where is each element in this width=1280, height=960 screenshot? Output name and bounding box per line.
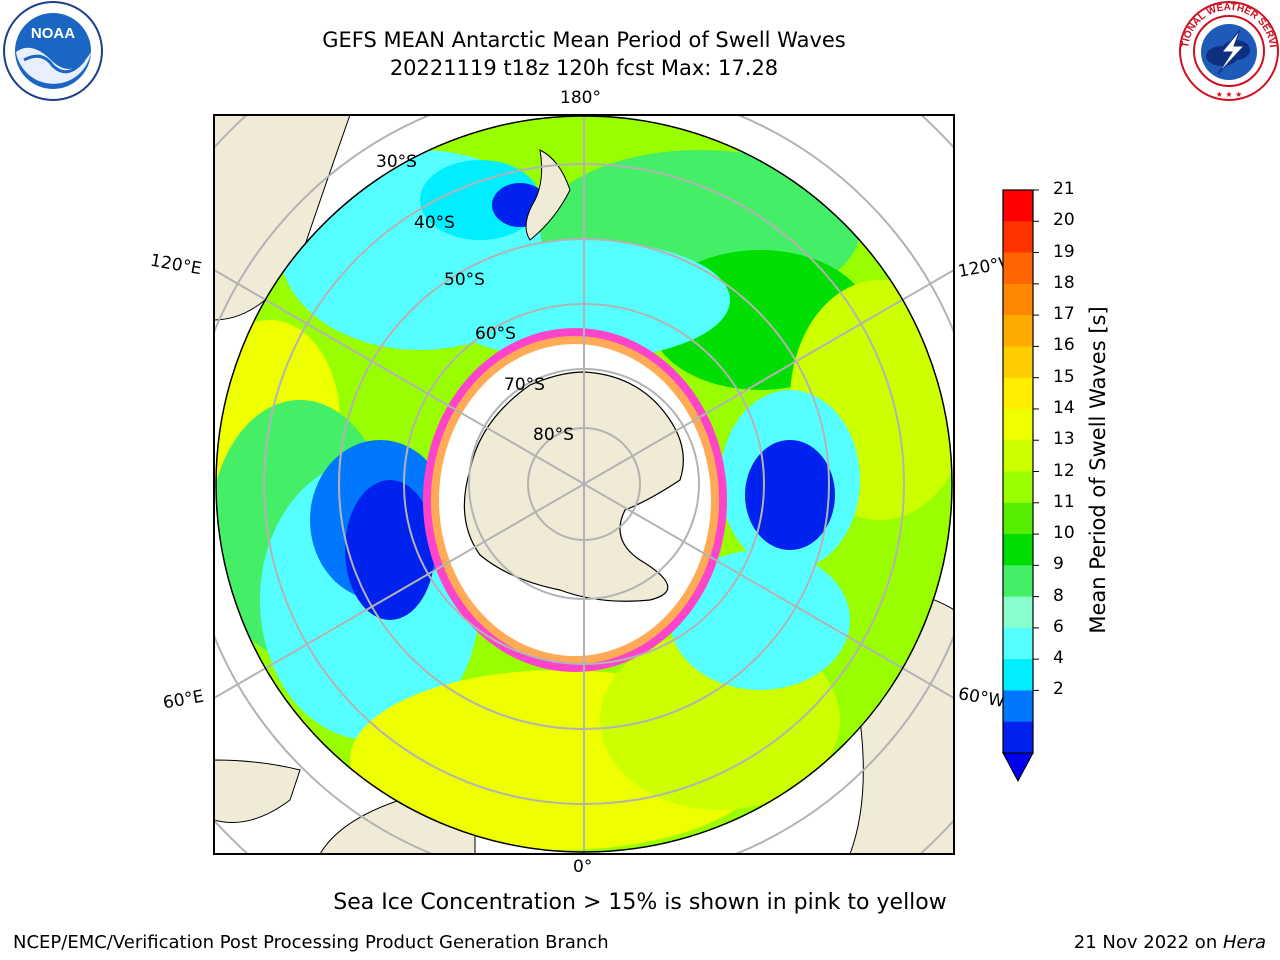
latitude-label-40s: 40°S: [414, 213, 455, 233]
longitude-label-180: 180°: [560, 88, 601, 108]
new-zealand-landmass: [525, 149, 571, 241]
colorbar-segment: [1003, 221, 1033, 254]
colorbar-segment: [1003, 534, 1033, 566]
colorbar-tick-label: 6: [1053, 616, 1064, 637]
longitude-label-0: 0°: [573, 857, 593, 877]
colorbar-segment: [1003, 690, 1033, 723]
colorbar-segment: [1003, 283, 1033, 316]
latitude-label-70s: 70°S: [504, 375, 545, 395]
colorbar-tick-label: 17: [1053, 304, 1075, 325]
colorbar-segment: [1003, 408, 1033, 441]
colorbar-segment: [1003, 190, 1033, 222]
footer-date-text: 21 Nov 2022 on: [1073, 932, 1223, 953]
colorbar-segment: [1003, 659, 1033, 691]
footer-host: Hera: [1222, 932, 1266, 953]
colorbar-tick-label: 21: [1053, 179, 1075, 199]
latitude-label-50s: 50°S: [444, 270, 485, 290]
footer-date: 21 Nov 2022 on Hera: [1074, 932, 1266, 953]
svg-text:★ ★ ★: ★ ★ ★: [1216, 90, 1243, 99]
latitude-label-80s: 80°S: [533, 425, 574, 445]
national-weather-service-logo: NATIONAL WEATHER SERVICE ★ ★ ★: [1178, 0, 1279, 101]
meridian-lines: [214, 115, 954, 854]
latitude-label-60s: 60°S: [475, 324, 516, 344]
colorbar-segment: [1003, 565, 1033, 598]
chart-subtitle: 20221119 t18z 120h fcst Max: 17.28: [389, 56, 779, 80]
colorbar-tick-label: 4: [1053, 648, 1064, 669]
colorbar-segment: [1003, 315, 1033, 347]
colorbar-tick-label: 8: [1053, 585, 1064, 606]
colorbar-tick-label: 12: [1053, 460, 1075, 481]
colorbar-tick-label: 10: [1053, 523, 1075, 544]
map-frame-border: [213, 114, 955, 855]
colorbar-segment: [1003, 346, 1033, 379]
colorbar-tick-label: 13: [1053, 429, 1075, 450]
colorbar-tick-label: 19: [1053, 241, 1075, 262]
colorbar-extend-min: [1002, 752, 1034, 783]
colorbar-tick-label: 18: [1053, 272, 1075, 293]
colorbar-label: Mean Period of Swell Waves [s]: [1086, 306, 1110, 634]
colorbar-segment: [1003, 440, 1033, 472]
colorbar-tick-label: 9: [1053, 554, 1064, 575]
noaa-logo: NOAA: [3, 1, 103, 101]
noaa-logo-text: NOAA: [31, 25, 75, 42]
colorbar-segment: [1003, 377, 1033, 410]
sea-ice-caption: Sea Ice Concentration > 15% is shown in …: [333, 890, 947, 915]
colorbar-tick-label: 15: [1053, 366, 1075, 387]
colorbar-tick-label: 2: [1053, 679, 1064, 700]
chart-title: GEFS MEAN Antarctic Mean Period of Swell…: [322, 28, 846, 52]
colorbar-tick-label: 16: [1053, 335, 1075, 356]
colorbar-segment: [1003, 471, 1033, 504]
latitude-label-30s: 30°S: [376, 152, 417, 172]
colorbar-segment: [1003, 596, 1033, 629]
colorbar-segment: [1003, 502, 1033, 535]
colorbar-tick-label: 11: [1053, 491, 1075, 512]
antarctica-landmass: [463, 371, 684, 602]
colorbar: [1002, 189, 1039, 783]
colorbar-segment: [1003, 721, 1033, 754]
colorbar-tick-label: 14: [1053, 397, 1075, 418]
colorbar-tick-label: 20: [1053, 210, 1075, 231]
footer-branch: NCEP/EMC/Verification Post Processing Pr…: [13, 932, 609, 953]
colorbar-segment: [1003, 627, 1033, 660]
colorbar-segment: [1003, 252, 1033, 285]
